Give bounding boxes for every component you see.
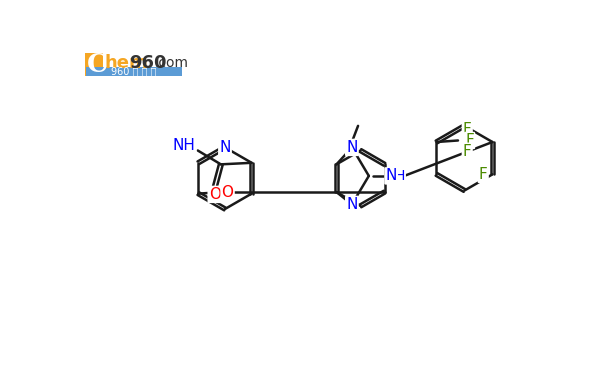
- Text: .com: .com: [154, 56, 188, 70]
- Bar: [86, 66, 182, 76]
- Text: 960: 960: [129, 54, 167, 72]
- Text: F: F: [463, 122, 472, 137]
- Text: N: N: [346, 140, 358, 155]
- Text: H: H: [394, 169, 405, 183]
- Text: F: F: [463, 144, 472, 159]
- Text: O: O: [221, 184, 234, 200]
- Text: N: N: [385, 168, 397, 183]
- Text: C: C: [87, 52, 107, 77]
- Text: O: O: [209, 187, 221, 202]
- Text: hem: hem: [105, 54, 149, 72]
- Text: F: F: [465, 133, 474, 148]
- Text: NH: NH: [172, 138, 195, 153]
- Text: F: F: [479, 167, 488, 182]
- Bar: [85, 53, 103, 76]
- Text: N: N: [219, 140, 231, 155]
- Text: N: N: [346, 197, 358, 212]
- Text: 960 化 工 网: 960 化 工 网: [111, 66, 156, 76]
